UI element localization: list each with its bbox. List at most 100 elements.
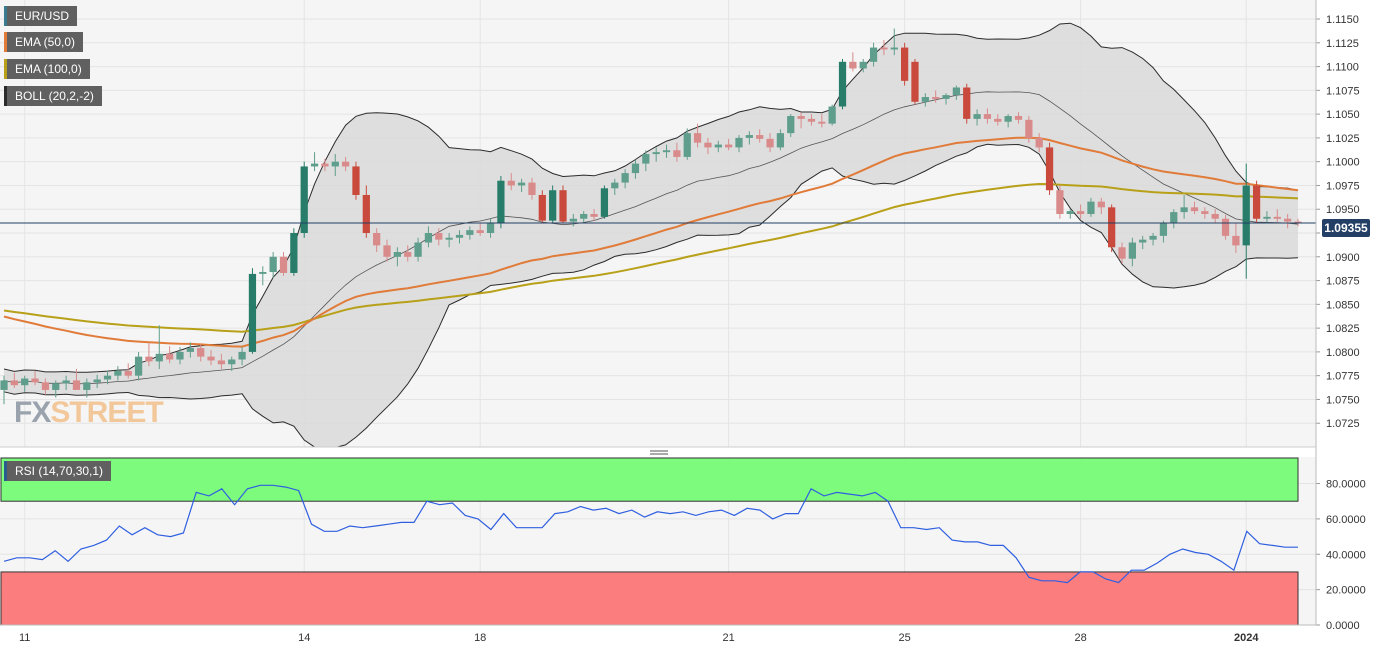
candle-body <box>1139 239 1147 243</box>
candle-body <box>1025 119 1033 138</box>
candle-body <box>1004 116 1012 122</box>
x-tick-label: 21 <box>723 632 735 644</box>
watermark-street: STREET <box>50 396 163 429</box>
candle-body <box>300 166 308 234</box>
price-ytick-label: 1.0850 <box>1326 299 1360 311</box>
candle-body <box>497 180 505 224</box>
price-ytick-label: 1.1000 <box>1326 157 1360 169</box>
candle-body <box>745 135 753 138</box>
legend-ema50[interactable]: EMA (50,0) <box>4 32 84 52</box>
candle-body <box>880 47 888 50</box>
price-ytick-label: 1.0950 <box>1326 204 1360 216</box>
candle-body <box>859 61 867 69</box>
candle-body <box>166 353 174 360</box>
price-ytick-label: 1.0725 <box>1326 418 1360 430</box>
candle-body <box>1252 185 1261 219</box>
candle-body <box>507 180 515 186</box>
candle-body <box>693 133 702 143</box>
candle-body <box>921 97 929 102</box>
candle-body <box>704 142 712 148</box>
candle-body <box>72 380 81 390</box>
candle-body <box>787 116 795 134</box>
candle-body <box>766 138 774 148</box>
candle-body <box>155 353 163 362</box>
candle-body <box>1232 235 1240 246</box>
candle-body <box>217 360 226 365</box>
candle-body <box>631 163 640 174</box>
legend-ema100[interactable]: EMA (100,0) <box>4 59 90 79</box>
candle-body <box>1045 147 1054 191</box>
candle-body <box>445 237 453 240</box>
price-ytick-label: 1.1150 <box>1326 14 1359 26</box>
bollinger-middle-line <box>3 91 1299 385</box>
candle-body <box>62 380 70 384</box>
fxstreet-watermark: FXSTREET <box>14 396 164 430</box>
candle-body <box>1014 116 1023 120</box>
rsi-ytick-label: 0.0000 <box>1326 620 1360 632</box>
candle-body <box>476 230 484 234</box>
candle-body <box>134 356 143 376</box>
candle-body <box>569 218 577 222</box>
rsi-oversold-zone <box>0 571 1299 626</box>
candle-body <box>1263 216 1271 219</box>
candle-body <box>238 351 246 360</box>
candle-body <box>901 47 909 81</box>
candle-body <box>1190 207 1199 212</box>
candle-body <box>0 380 8 390</box>
candle-body <box>290 233 298 273</box>
legend-rsi[interactable]: RSI (14,70,30,1) <box>4 461 112 481</box>
candle-body <box>1108 207 1116 248</box>
candle-body <box>1066 211 1074 214</box>
candle-body <box>207 356 215 361</box>
candle-body <box>838 61 847 107</box>
candle-body <box>528 182 536 195</box>
candle-body <box>1087 201 1095 214</box>
price-ytick-label: 1.0900 <box>1326 252 1360 264</box>
candle-body <box>652 152 660 155</box>
ema50-line <box>3 136 1299 348</box>
price-plot-group <box>0 22 1302 447</box>
candle-body <box>186 348 194 352</box>
candle-body <box>41 382 50 390</box>
candle-body <box>932 97 940 99</box>
candle-body <box>414 242 422 257</box>
candle-body <box>393 252 401 257</box>
candle-body <box>1201 211 1209 214</box>
candle-body <box>486 223 495 234</box>
candle-body <box>373 233 381 246</box>
candle-body <box>538 194 546 221</box>
legend-pair[interactable]: EUR/USD <box>4 6 78 26</box>
candle-body <box>93 379 101 383</box>
candle-body <box>1284 218 1292 222</box>
candle-body <box>1118 247 1126 259</box>
candle-body <box>279 256 288 273</box>
rsi-ytick-label: 40.0000 <box>1326 549 1366 561</box>
candle-body <box>642 154 650 164</box>
candle-body <box>869 47 878 62</box>
candle-body <box>1097 201 1105 208</box>
candle-body <box>994 118 1002 122</box>
candle-body <box>818 121 826 124</box>
rsi-ytick-label: 20.0000 <box>1326 585 1366 597</box>
price-ytick-label: 1.0875 <box>1326 276 1360 288</box>
candle-body <box>1159 223 1168 236</box>
candle-body <box>714 144 722 148</box>
bollinger-lower-line <box>3 143 1299 447</box>
candle-body <box>942 95 950 99</box>
watermark-fx: FX <box>14 396 51 429</box>
candle-body <box>1170 212 1178 224</box>
candle-body <box>466 230 474 235</box>
candle-body <box>248 273 257 352</box>
candle-body <box>21 378 29 386</box>
candle-body <box>362 194 370 234</box>
candle-body <box>1294 221 1302 224</box>
candle-body <box>404 252 412 257</box>
x-tick-label: 28 <box>1074 632 1086 644</box>
candle-body <box>1035 137 1043 148</box>
legend-boll[interactable]: BOLL (20,2,-2) <box>4 86 102 106</box>
price-ytick-label: 1.1125 <box>1326 38 1359 50</box>
price-ytick-label: 1.0825 <box>1326 323 1360 335</box>
rsi-overbought-zone <box>0 457 1299 502</box>
